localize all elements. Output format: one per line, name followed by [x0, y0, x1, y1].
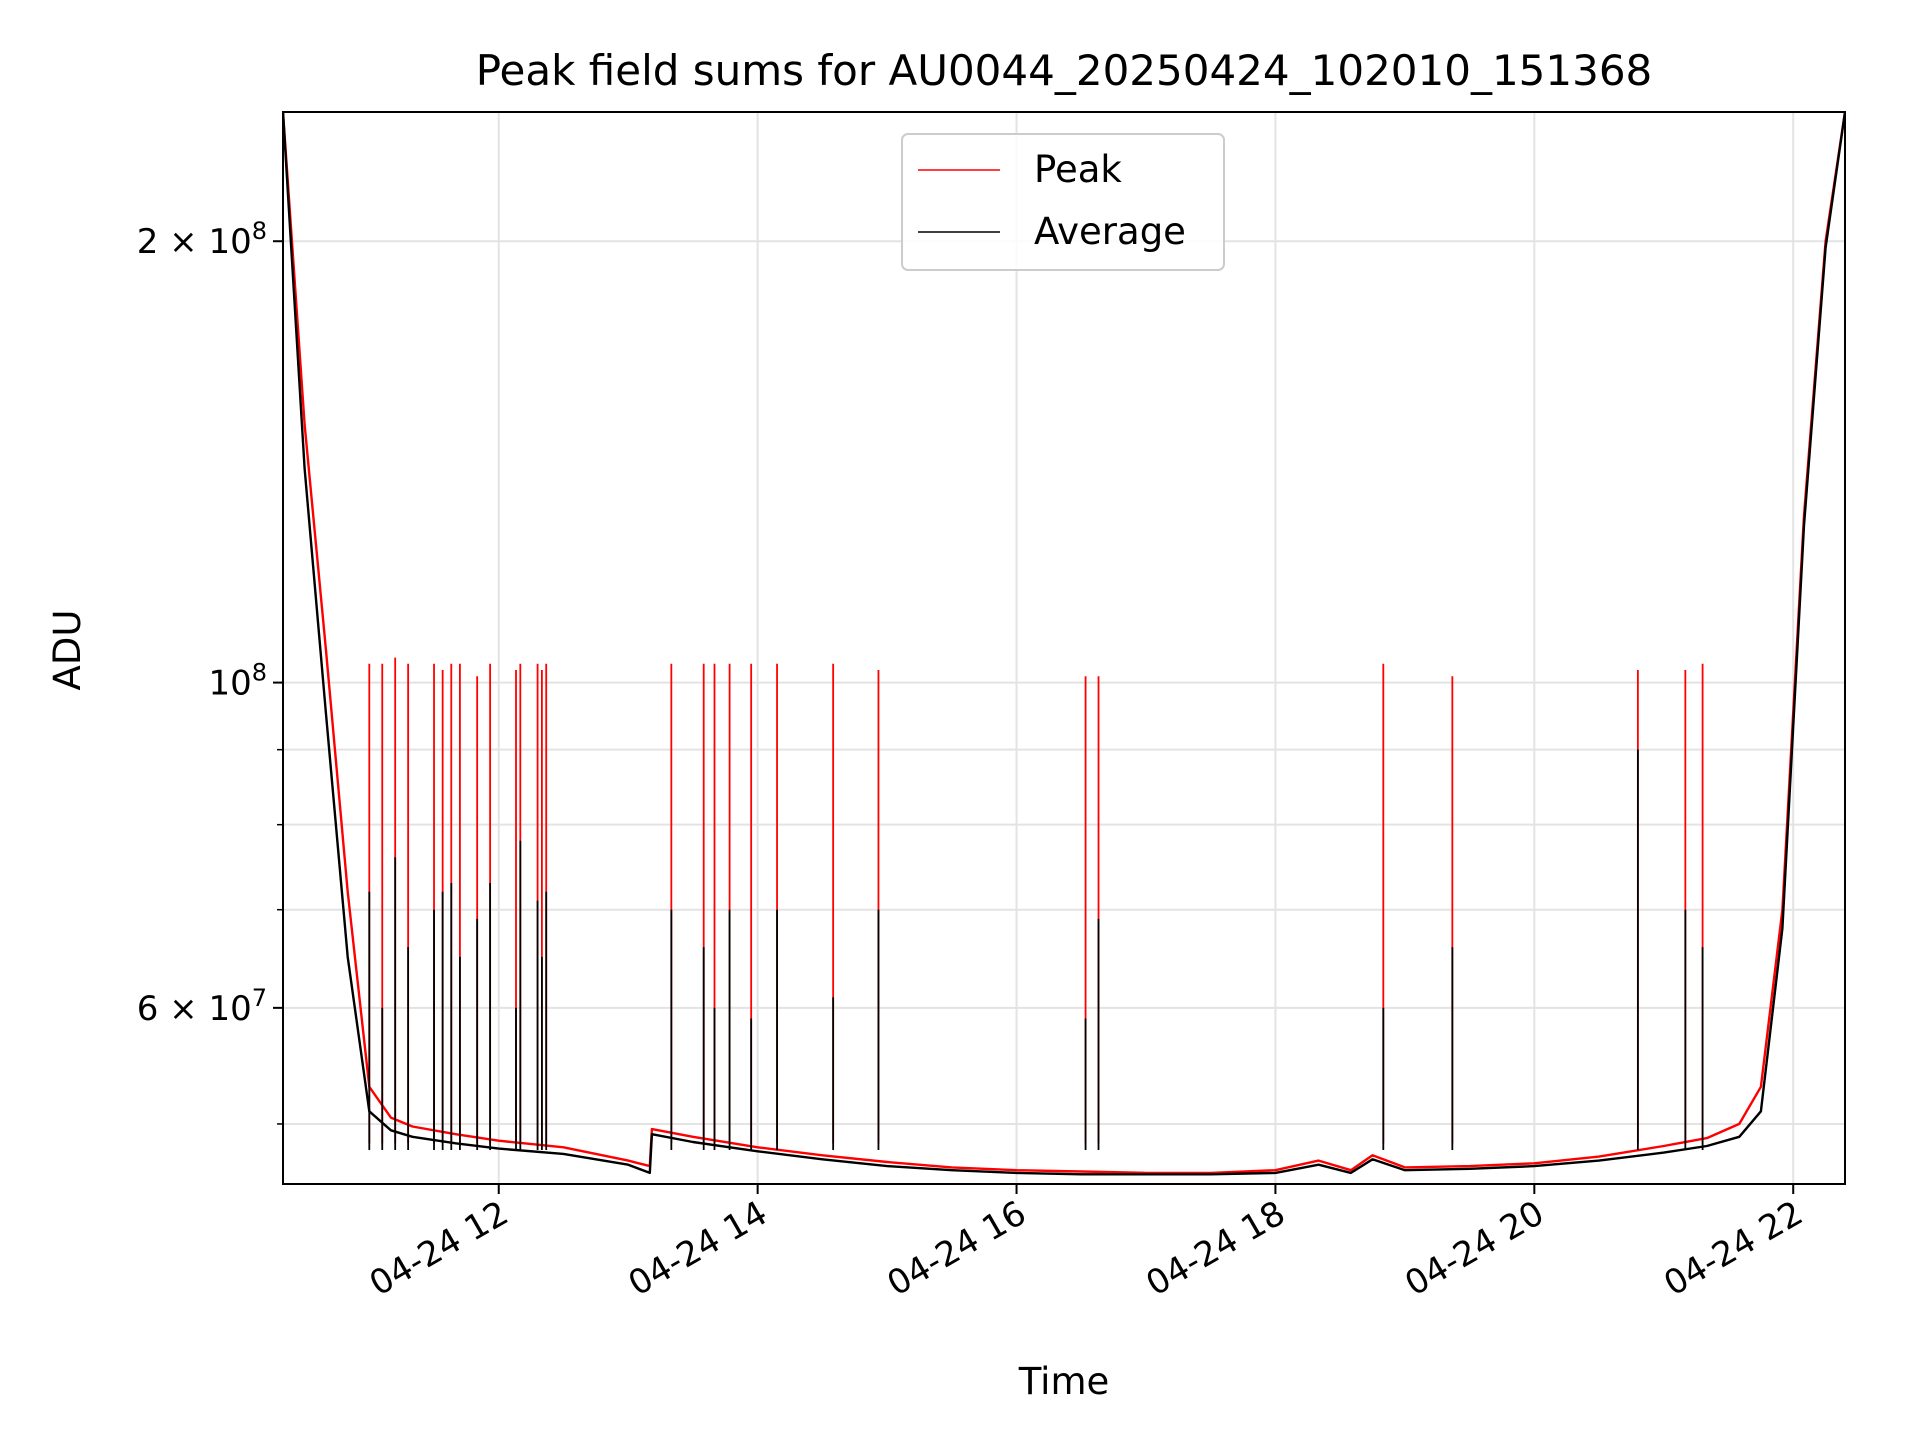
y-tick-label: 108 — [208, 659, 267, 704]
x-axis-label: Time — [1018, 1360, 1110, 1403]
series-line-peak — [283, 112, 1845, 1175]
y-axis-label: ADU — [46, 610, 89, 691]
plot-frame — [282, 111, 1846, 1185]
legend-label-peak: Peak — [1034, 148, 1122, 191]
series-line-average — [283, 112, 1845, 1176]
legend: Peak Average — [901, 133, 1225, 271]
grid-lines — [283, 112, 1845, 1184]
plot-series-layer — [283, 112, 1845, 1176]
legend-box — [901, 133, 1225, 271]
legend-label-average: Average — [1034, 210, 1186, 253]
chart-title: Peak field sums for AU0044_20250424_1020… — [476, 46, 1653, 95]
y-tick-label: 2 × 108 — [137, 217, 267, 262]
y-tick-label: 6 × 107 — [137, 984, 267, 1029]
y-axis-ticks: 6 × 107 108 2 × 108 — [137, 217, 283, 1125]
